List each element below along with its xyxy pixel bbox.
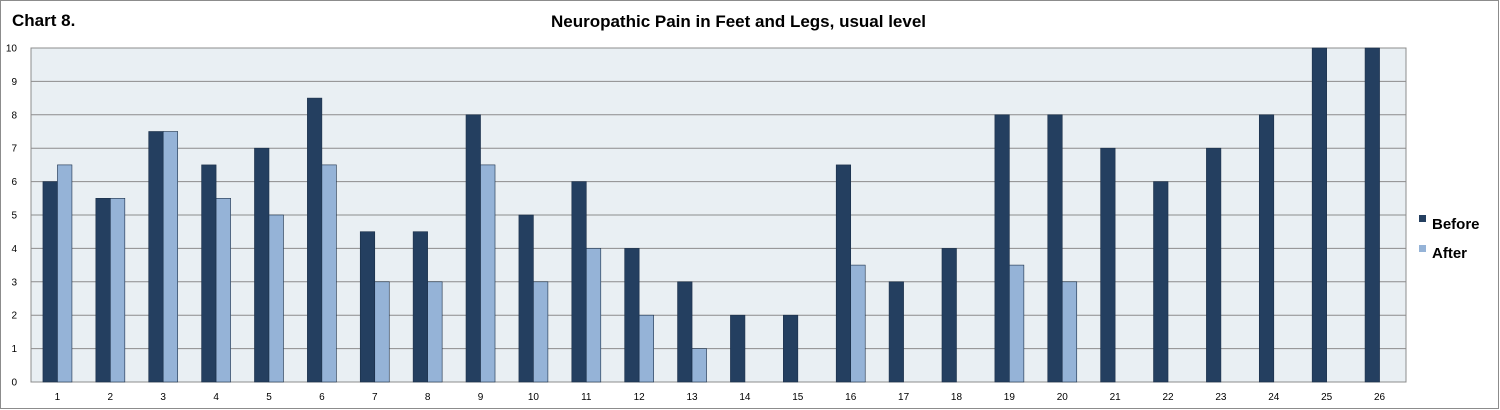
x-tick-label: 13 xyxy=(686,392,698,403)
y-tick-label: 9 xyxy=(11,77,17,88)
bar-after-16 xyxy=(850,264,866,383)
bar-before-8 xyxy=(412,231,428,383)
bar-before-23 xyxy=(1206,147,1222,383)
bar-after-8 xyxy=(427,281,443,383)
bar-after-1 xyxy=(57,164,73,383)
bar-before-4 xyxy=(201,164,217,383)
bar-after-10 xyxy=(533,281,549,383)
bar-after-2 xyxy=(110,198,126,383)
x-tick-label: 22 xyxy=(1162,392,1174,403)
bar-after-19 xyxy=(1009,264,1025,383)
x-tick-label: 18 xyxy=(951,392,963,403)
bar-before-6 xyxy=(307,97,323,383)
bar-before-16 xyxy=(835,164,852,383)
y-tick-label: 4 xyxy=(11,244,17,255)
bar-after-3 xyxy=(162,131,179,383)
x-tick-label: 1 xyxy=(55,392,61,403)
bar-before-10 xyxy=(518,214,534,383)
x-tick-label: 23 xyxy=(1215,392,1227,403)
y-tick-label: 8 xyxy=(11,110,17,121)
y-tick-label: 10 xyxy=(6,44,18,55)
y-axis-ticks: 0 1 2 3 4 5 6 7 8 9 10 xyxy=(6,44,18,389)
bar-after-11 xyxy=(585,248,602,383)
x-tick-label: 8 xyxy=(425,392,431,403)
x-tick-label: 4 xyxy=(213,392,219,403)
bar-after-20 xyxy=(1061,281,1078,383)
bar-before-17 xyxy=(888,281,904,383)
bar-after-6 xyxy=(321,164,337,383)
bar-before-11 xyxy=(571,181,587,383)
bar-before-18 xyxy=(941,248,957,383)
bar-before-7 xyxy=(359,231,376,383)
x-tick-label: 10 xyxy=(528,392,540,403)
bar-before-3 xyxy=(148,131,164,383)
legend-swatch-before xyxy=(1419,215,1426,222)
y-tick-label: 0 xyxy=(11,378,17,389)
x-tick-label: 15 xyxy=(792,392,804,403)
y-tick-label: 3 xyxy=(11,277,17,288)
chart-number-label: Chart 8. xyxy=(12,11,76,30)
x-tick-label: 11 xyxy=(581,392,592,403)
bar-before-9 xyxy=(465,114,481,383)
bar-after-13 xyxy=(691,348,707,383)
bar-before-25 xyxy=(1311,47,1327,383)
legend-swatch-after xyxy=(1419,245,1426,252)
bar-before-24 xyxy=(1258,114,1275,383)
bar-before-14 xyxy=(730,314,746,383)
x-tick-label: 25 xyxy=(1321,392,1333,403)
x-tick-label: 21 xyxy=(1110,392,1122,403)
bar-before-15 xyxy=(783,314,799,383)
bar-before-13 xyxy=(677,281,693,383)
bar-before-22 xyxy=(1153,181,1169,383)
y-tick-label: 2 xyxy=(11,311,17,322)
bar-after-7 xyxy=(374,281,390,383)
bar-before-12 xyxy=(624,248,640,383)
bar-before-21 xyxy=(1100,147,1116,383)
bar-before-26 xyxy=(1364,47,1380,383)
bar-before-2 xyxy=(95,198,111,383)
bars xyxy=(42,47,1380,383)
x-tick-label: 7 xyxy=(372,392,378,403)
x-tick-label: 5 xyxy=(266,392,272,403)
y-tick-label: 1 xyxy=(11,344,17,355)
y-tick-label: 7 xyxy=(11,144,17,155)
bar-before-1 xyxy=(42,181,58,383)
x-tick-label: 19 xyxy=(1004,392,1016,403)
x-tick-label: 12 xyxy=(634,392,646,403)
bar-after-12 xyxy=(638,314,654,383)
y-tick-label: 6 xyxy=(11,177,17,188)
y-tick-label: 5 xyxy=(11,211,17,222)
bar-before-20 xyxy=(1047,114,1063,383)
x-tick-label: 20 xyxy=(1057,392,1069,403)
chart-title: Neuropathic Pain in Feet and Legs, usual… xyxy=(550,12,927,31)
x-tick-label: 6 xyxy=(319,392,325,403)
bar-before-5 xyxy=(254,147,270,383)
legend-label-before: Before xyxy=(1432,216,1480,233)
legend-label-after: After xyxy=(1432,245,1467,262)
x-tick-label: 9 xyxy=(478,392,484,403)
x-tick-label: 14 xyxy=(739,392,751,403)
x-tick-label: 2 xyxy=(108,392,114,403)
bar-after-4 xyxy=(215,198,231,383)
legend: Before After xyxy=(1419,215,1480,262)
x-tick-label: 3 xyxy=(160,392,166,403)
bar-before-19 xyxy=(994,114,1010,383)
x-tick-label: 26 xyxy=(1374,392,1386,403)
x-tick-label: 16 xyxy=(845,392,857,403)
x-tick-label: 24 xyxy=(1268,392,1280,403)
bar-after-5 xyxy=(268,214,284,383)
x-tick-label: 17 xyxy=(898,392,910,403)
x-axis-ticks: 1 2 3 4 5 6 7 8 9 10 11 12 13 14 15 16 17 18 19 20 21 22 23 24 2… xyxy=(55,392,1386,403)
bar-after-9 xyxy=(480,164,496,383)
